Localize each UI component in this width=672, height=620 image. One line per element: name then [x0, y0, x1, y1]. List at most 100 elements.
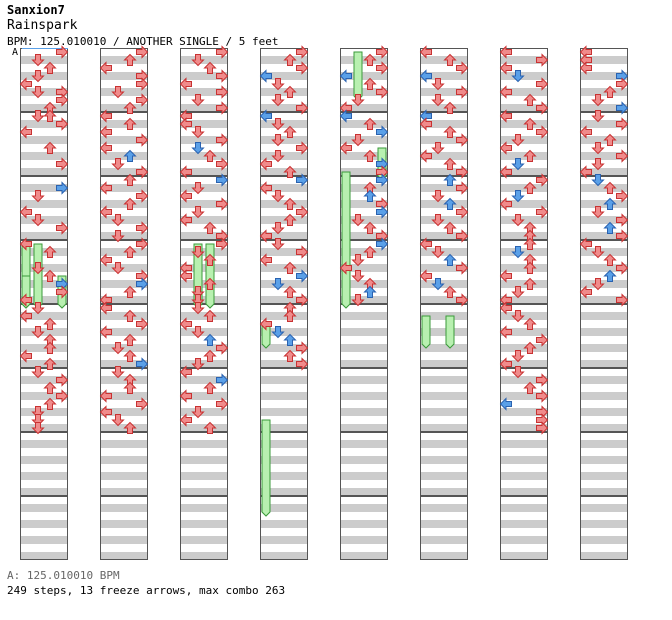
beat-stripe: [500, 552, 548, 560]
measure: [180, 240, 228, 304]
arrow-right-icon: [216, 341, 229, 355]
beat-stripe: [580, 120, 628, 128]
arrow-left-icon: [499, 197, 512, 211]
arrow-down-icon: [271, 150, 285, 163]
arrow-left-icon: [179, 389, 192, 403]
beat-stripe: [420, 456, 468, 464]
beat-stripe: [340, 552, 388, 560]
arrow-down-icon: [511, 310, 525, 323]
arrow-right-icon: [456, 165, 469, 179]
measure-border: [20, 176, 68, 240]
arrow-down-icon: [591, 174, 605, 187]
measure: [100, 496, 148, 560]
measure: [580, 368, 628, 432]
arrow-right-icon: [616, 117, 629, 131]
measure-border: [420, 48, 468, 112]
arrow-down-icon: [111, 230, 125, 243]
measure-border: [340, 112, 388, 176]
measure-border: [100, 48, 148, 112]
beat-stripe: [180, 344, 228, 352]
measure-border: [180, 48, 228, 112]
measure-border: [20, 112, 68, 176]
beat-stripe: [340, 488, 388, 496]
arrow-left-icon: [499, 269, 512, 283]
freeze-arrow-up: [445, 315, 455, 349]
beat-stripe: [340, 440, 388, 448]
measure: [260, 432, 308, 496]
arrow-up-icon: [363, 221, 377, 234]
arrow-up-icon: [123, 421, 137, 434]
arrow-left-icon: [339, 69, 352, 83]
beat-stripe: [580, 216, 628, 224]
measure: [340, 304, 388, 368]
arrow-right-icon: [136, 317, 149, 331]
arrow-down-icon: [431, 214, 445, 227]
arrow-left-icon: [259, 229, 272, 243]
arrow-up-icon: [363, 285, 377, 298]
arrow-up-icon: [203, 253, 217, 266]
arrow-left-icon: [499, 141, 512, 155]
beat-stripe: [20, 472, 68, 480]
arrow-up-icon: [43, 341, 57, 354]
beat-stripe: [340, 472, 388, 480]
measure-border: [580, 176, 628, 240]
beat-stripe: [20, 456, 68, 464]
arrow-right-icon: [56, 221, 69, 235]
measure: [500, 368, 548, 432]
measure-border: [180, 368, 228, 432]
beat-stripe: [100, 552, 148, 560]
beat-stripe: [420, 392, 468, 400]
beat-stripe: [420, 360, 468, 368]
measure-border: [180, 304, 228, 368]
arrow-up-icon: [363, 149, 377, 162]
arrow-right-icon: [136, 165, 149, 179]
measure-border: [340, 496, 388, 560]
measure-border: [340, 176, 388, 240]
beat-stripe: [20, 488, 68, 496]
arrow-right-icon: [616, 213, 629, 227]
arrow-down-icon: [271, 190, 285, 203]
measure: [260, 496, 308, 560]
arrow-left-icon: [579, 237, 592, 251]
arrow-left-icon: [179, 365, 192, 379]
arrow-down-icon: [31, 366, 45, 379]
measure: [420, 112, 468, 176]
beat-stripe: [100, 408, 148, 416]
measure-border: [500, 368, 548, 432]
beat-stripe: [260, 488, 308, 496]
measure-border: [420, 176, 468, 240]
arrow-up-icon: [283, 197, 297, 210]
bpm-change-marker: A: [12, 47, 19, 58]
measure: [260, 48, 308, 112]
beat-stripe: [100, 72, 148, 80]
measure-border: [100, 432, 148, 496]
beat-stripe: [420, 440, 468, 448]
beat-stripe: [420, 376, 468, 384]
beat-stripe: [100, 536, 148, 544]
measure-border: [580, 496, 628, 560]
beat-stripe: [500, 168, 548, 176]
beat-stripe: [180, 392, 228, 400]
arrow-up-icon: [523, 117, 537, 130]
arrow-up-icon: [523, 261, 537, 274]
arrow-left-icon: [339, 261, 352, 275]
arrow-right-icon: [296, 61, 309, 75]
arrow-right-icon: [216, 397, 229, 411]
beat-stripe: [500, 296, 548, 304]
beat-stripe: [180, 88, 228, 96]
beat-stripe: [180, 456, 228, 464]
arrow-down-icon: [31, 302, 45, 315]
measure-border: [180, 240, 228, 304]
beat-stripe: [100, 360, 148, 368]
measure: [340, 496, 388, 560]
beat-stripe: [420, 488, 468, 496]
arrow-down-icon: [431, 78, 445, 91]
arrow-left-icon: [99, 181, 112, 195]
arrow-up-icon: [203, 421, 217, 434]
beat-stripe: [420, 312, 468, 320]
measure: [500, 112, 548, 176]
beat-stripe: [420, 136, 468, 144]
arrow-up-icon: [603, 197, 617, 210]
arrow-down-icon: [351, 294, 365, 307]
arrow-left-icon: [99, 253, 112, 267]
